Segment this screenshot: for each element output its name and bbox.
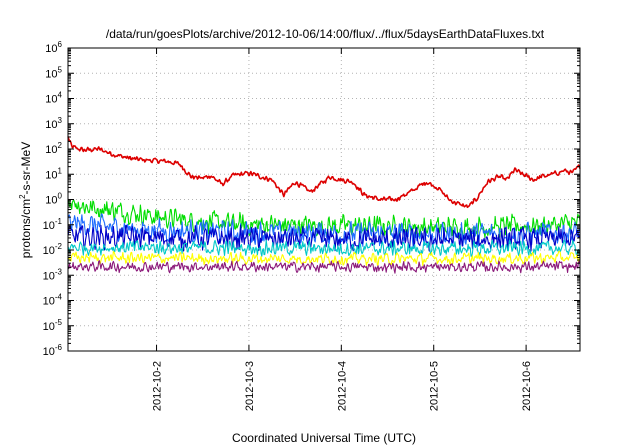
grid [68,48,580,351]
y-tick-label: 101 [45,166,62,181]
series-line-4 [67,224,581,252]
y-axis-label-rest: -s-sr-MeV [19,142,33,195]
y-tick-label: 10-4 [43,293,63,308]
series-line-3 [67,213,581,249]
series-line-5 [67,239,581,257]
y-axis: 10-6 10-5 10-4 10-3 10-2 10-1 100 101 102 103 104 1… [43,40,580,358]
y-tick-label: 10-3 [43,267,63,282]
series-line-6 [67,250,581,266]
y-tick-label: 104 [45,91,62,106]
y-tick-label: 100 [45,192,62,207]
series-line-7 [67,260,581,274]
y-tick-label: 10-2 [43,242,63,257]
x-tick-label: 2012-10-4 [336,361,348,411]
series-line-1 [67,136,581,209]
y-tick-label: 10-5 [43,318,63,333]
y-tick-label: 103 [45,116,62,131]
y-axis-label-base: protons/cm [19,199,33,258]
y-tick-label: 106 [45,40,62,55]
chart-title: /data/run/goesPlots/archive/2012-10-06/1… [106,27,545,41]
y-axis-label: protons/cm2-s-sr-MeV [18,142,33,258]
y-tick-label: 10-6 [43,343,63,358]
y-axis-label-sup: 2 [18,194,27,199]
x-tick-label: 2012-10-3 [244,361,256,411]
x-axis: 2012-10-2 2012-10-3 2012-10-4 2012-10-5 2012… [152,48,533,411]
series-layer [67,136,581,274]
x-tick-label: 2012-10-2 [152,361,164,411]
x-tick-label: 2012-10-5 [429,361,441,411]
y-tick-label: 105 [45,65,62,80]
x-tick-label: 2012-10-6 [521,361,533,411]
y-tick-label: 10-1 [43,217,63,232]
x-axis-label: Coordinated Universal Time (UTC) [232,431,416,445]
y-tick-label: 102 [45,141,62,156]
